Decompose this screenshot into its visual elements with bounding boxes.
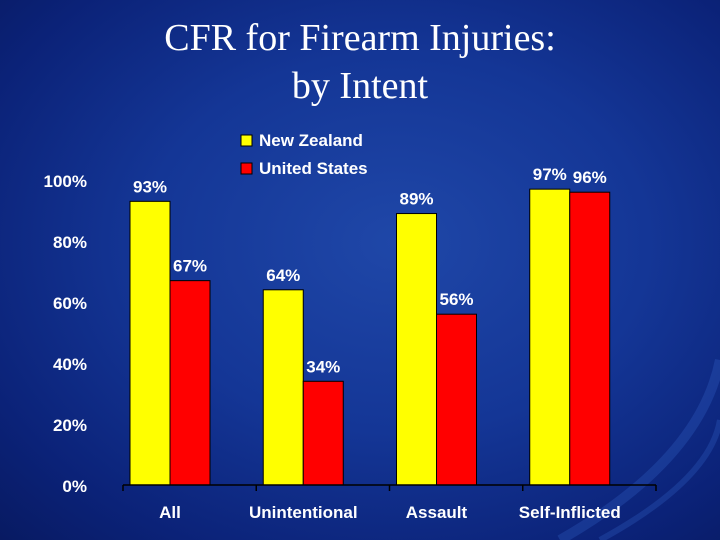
data-labels: 93% 67% 64% 34% 89% 56% 97% 96% xyxy=(133,165,607,376)
title-line-1: CFR for Firearm Injuries: xyxy=(164,17,556,59)
data-label: 67% xyxy=(173,257,207,276)
data-label: 64% xyxy=(266,266,300,285)
x-category-label: Unintentional xyxy=(249,503,358,522)
data-label: 34% xyxy=(306,357,340,376)
bar-united-states-unintentional xyxy=(302,380,344,486)
legend-swatch xyxy=(240,162,253,175)
legend-label: New Zealand xyxy=(259,131,363,150)
y-tick-label: 100% xyxy=(44,172,87,191)
data-label: 56% xyxy=(439,290,473,309)
bars xyxy=(129,188,611,486)
y-tick-label: 20% xyxy=(53,416,87,435)
y-tick-label: 60% xyxy=(53,294,87,313)
x-category-label: All xyxy=(159,503,181,522)
bar-new-zealand-unintentional xyxy=(262,289,304,486)
y-axis: 0% 20% 40% 60% 80% 100% xyxy=(44,172,87,496)
legend-swatch xyxy=(240,134,253,147)
y-tick-label: 80% xyxy=(53,233,87,252)
x-axis: All Unintentional Assault Self-Inflicted xyxy=(122,484,657,522)
bar-new-zealand-all xyxy=(129,200,171,486)
y-tick-label: 0% xyxy=(62,477,87,496)
slide-title: CFR for Firearm Injuries: by Intent xyxy=(0,14,720,110)
legend-label: United States xyxy=(259,159,368,178)
bar-united-states-self-inflicted xyxy=(569,191,611,486)
data-label: 97% xyxy=(533,165,567,184)
data-label: 93% xyxy=(133,177,167,196)
bar-united-states-assault xyxy=(436,313,477,486)
title-line-2: by Intent xyxy=(291,65,429,107)
x-category-label: Assault xyxy=(406,503,468,522)
legend: New Zealand United States xyxy=(240,131,368,178)
bar-united-states-all xyxy=(169,280,211,486)
bar-new-zealand-self-inflicted xyxy=(529,188,571,486)
data-label: 89% xyxy=(399,190,433,209)
data-label: 96% xyxy=(573,168,607,187)
y-tick-label: 40% xyxy=(53,355,87,374)
bar-new-zealand-assault xyxy=(396,213,437,486)
x-category-label: Self-Inflicted xyxy=(519,503,621,522)
